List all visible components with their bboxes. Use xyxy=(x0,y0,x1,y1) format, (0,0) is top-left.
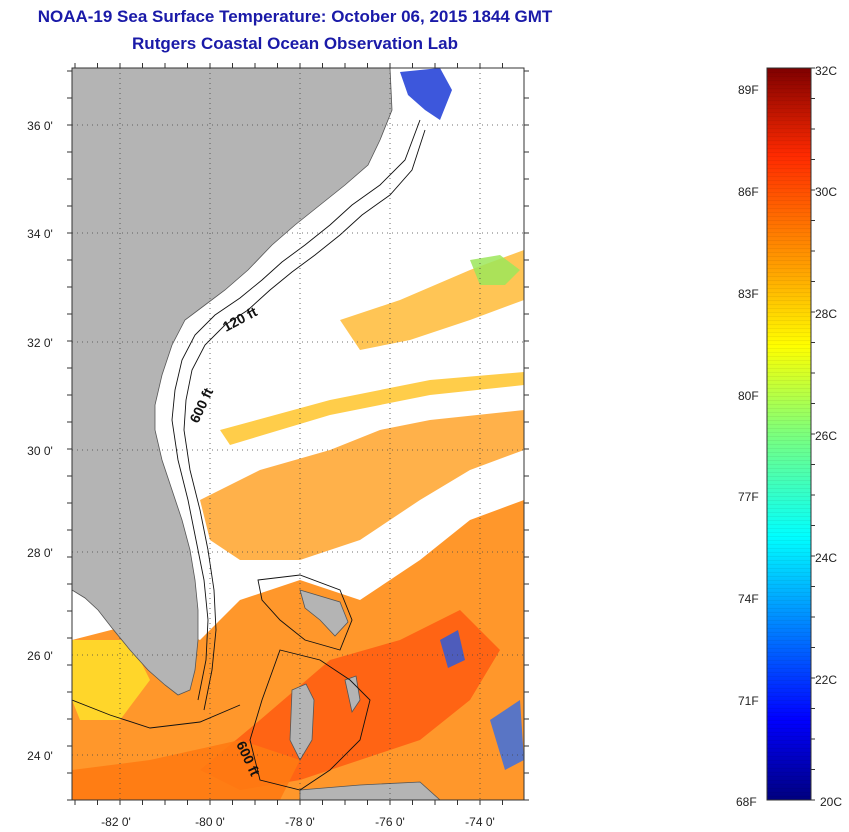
graticule xyxy=(72,68,524,800)
lon-tick-label: -82 0' xyxy=(101,815,131,829)
colorbar-label-f: 83F xyxy=(738,287,759,301)
contour-bahamas xyxy=(257,574,353,651)
lat-tick-label: 32 0' xyxy=(27,336,53,350)
y-axis-labels: 36 0' 34 0' 32 0' 30 0' 28 0' 26 0' 24 0… xyxy=(27,119,53,763)
map-panel: 120 ft 600 ft 600 ft xyxy=(72,68,524,800)
lat-tick-label: 24 0' xyxy=(27,749,53,763)
lon-tick-label: -80 0' xyxy=(195,815,225,829)
sst-patch-band xyxy=(220,372,524,445)
land-bahamas-abaco xyxy=(299,589,349,637)
colorbar-label-f: 71F xyxy=(738,694,759,708)
contour-florida-keys xyxy=(72,699,241,729)
colorbar-label-f: 77F xyxy=(738,490,759,504)
colorbar-label-f: 74F xyxy=(738,592,759,606)
sst-patch-yellow-left xyxy=(72,640,150,720)
sst-patch-green xyxy=(470,255,520,285)
colorbar-label-c: 32C xyxy=(815,64,837,78)
lon-tick-label: -76 0' xyxy=(375,815,405,829)
sst-patch-blue-ne xyxy=(400,68,452,120)
colorbar-label-c: 24C xyxy=(815,551,837,565)
contour-120ft xyxy=(171,119,421,701)
colorbar-label-f: 80F xyxy=(738,389,759,403)
sst-patch-blue-se xyxy=(490,700,524,770)
colorbar-label-c: 30C xyxy=(815,185,837,199)
lon-tick-label: -74 0' xyxy=(465,815,495,829)
lon-tick-label: -78 0' xyxy=(285,815,315,829)
colorbar-bands xyxy=(767,68,811,800)
land-bahamas-andros xyxy=(289,683,315,761)
bathymetry-contours xyxy=(72,119,426,791)
lat-tick-label: 36 0' xyxy=(27,119,53,133)
lat-tick-label: 28 0' xyxy=(27,546,53,560)
colorbar-label-c: 28C xyxy=(815,307,837,321)
map-subtitle: Rutgers Coastal Ocean Observation Lab xyxy=(132,34,458,53)
land-bahamas-eleuthera xyxy=(344,675,361,714)
colorbar-label-c: 22C xyxy=(815,673,837,687)
map-frame xyxy=(71,67,525,801)
sst-patch-mid xyxy=(200,410,524,560)
land-mass-us-southeast xyxy=(72,68,393,696)
lat-tick-label: 30 0' xyxy=(27,444,53,458)
lat-tick-label: 34 0' xyxy=(27,227,53,241)
lat-tick-label: 26 0' xyxy=(27,649,53,663)
sst-patches xyxy=(72,68,524,800)
contour-600ft xyxy=(183,129,426,711)
map-title: NOAA-19 Sea Surface Temperature: October… xyxy=(37,7,553,26)
colorbar-label-f: 68F xyxy=(736,795,757,809)
colorbar-label-f: 89F xyxy=(738,83,759,97)
colorbar: 32C 30C 28C 26C 24C 22C 20C 89F 86F 83F … xyxy=(736,64,842,809)
colorbar-label-c: 20C xyxy=(820,795,842,809)
axis-ticks xyxy=(67,63,529,805)
sst-patch-blue-mid xyxy=(440,630,465,668)
x-axis-labels: -82 0' -80 0' -78 0' -76 0' -74 0' xyxy=(101,815,495,829)
colorbar-label-c: 26C xyxy=(815,429,837,443)
colorbar-label-f: 86F xyxy=(738,185,759,199)
contour-bahamas-2 xyxy=(249,649,371,791)
